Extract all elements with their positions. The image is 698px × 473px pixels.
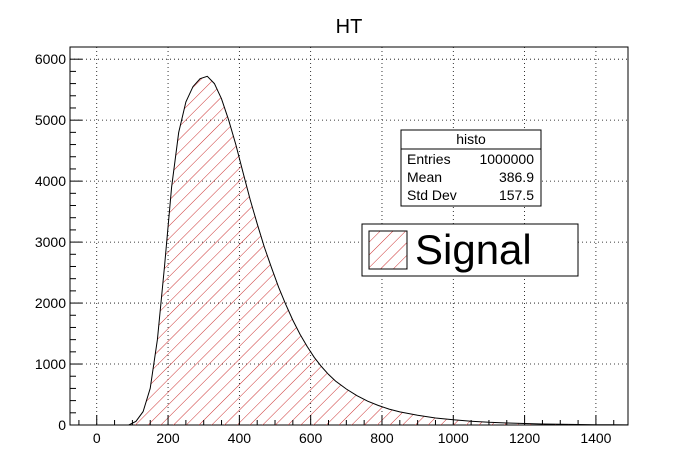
- y-tick-label: 5000: [35, 112, 66, 128]
- y-tick-label: 0: [58, 417, 66, 433]
- x-tick-label: 1400: [580, 430, 611, 446]
- x-tick-label: 0: [93, 430, 101, 446]
- chart-title: HT: [336, 16, 363, 38]
- stats-entries-label: Entries: [407, 151, 451, 167]
- series-signal-fill: [128, 76, 629, 426]
- x-tick-label: 800: [370, 430, 394, 446]
- legend-swatch-signal: [368, 230, 408, 270]
- y-tick-label: 2000: [35, 295, 66, 311]
- x-tick-label: 400: [228, 430, 252, 446]
- axes: 0 200 400 600 800 1000 1200 1400 0 1000 2000 3000 40…: [35, 46, 615, 446]
- stats-mean-value: 386.9: [499, 169, 534, 185]
- legend-label-signal: Signal: [415, 226, 532, 273]
- x-tick-label: 600: [299, 430, 323, 446]
- x-tick-label: 1000: [438, 430, 469, 446]
- x-tick-label: 200: [156, 430, 180, 446]
- y-tick-label: 6000: [35, 51, 66, 67]
- stats-box-frame: [400, 129, 542, 207]
- stats-stddev-value: 157.5: [499, 187, 534, 203]
- stats-mean-label: Mean: [407, 169, 442, 185]
- stats-entries-value: 1000000: [479, 151, 534, 167]
- legend: Signal: [361, 223, 579, 277]
- x-tick-label: 1200: [509, 430, 540, 446]
- stats-box: histo Entries 1000000 Mean 386.9 Std Dev…: [400, 129, 542, 207]
- stats-stddev-label: Std Dev: [407, 187, 457, 203]
- y-tick-label: 3000: [35, 234, 66, 250]
- stats-box-title: histo: [456, 131, 486, 147]
- y-tick-label: 4000: [35, 173, 66, 189]
- y-tick-label: 1000: [35, 356, 66, 372]
